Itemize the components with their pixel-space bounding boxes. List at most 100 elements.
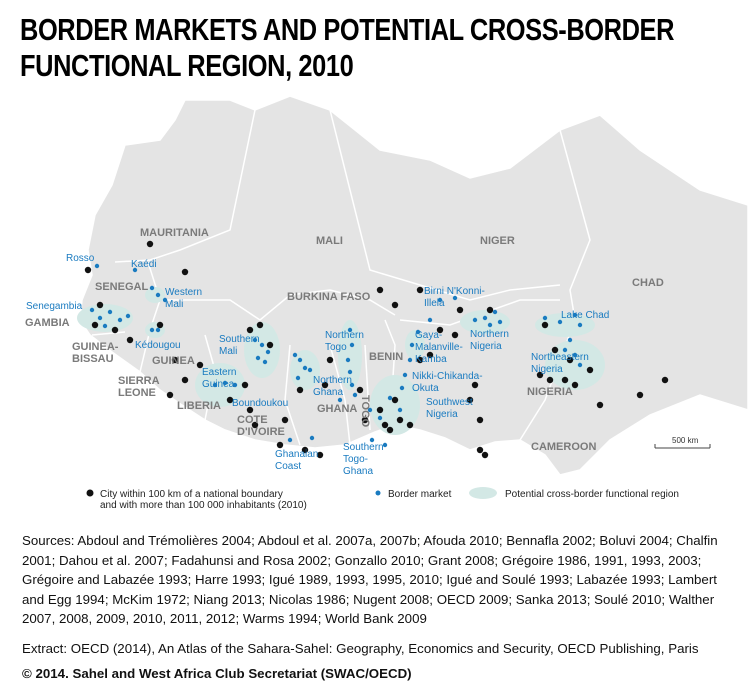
market-dot [222,380,228,386]
city-dot [456,306,464,314]
label-line: Southern [343,442,384,453]
market-dot [557,319,563,325]
market-dot [155,327,161,333]
city-dot [166,391,174,399]
city-dot [241,381,249,389]
country-label: NIGER [480,235,515,247]
region-label: Northeastern Nigeria [531,352,589,375]
label-line: Coast [275,461,301,472]
market-dot [382,442,388,448]
country-label: CHAD [632,277,664,289]
country-label: BENIN [369,351,403,363]
market-dot [302,365,308,371]
market-dot [337,397,343,403]
market-dot [402,372,408,378]
label-line: Northern [470,329,509,340]
sources: Sources: Abdoul and Trémolières 2004; Ab… [22,533,718,626]
label-line: Okuta [412,383,439,394]
extract: Extract: OECD (2014), An Atlas of the Sa… [22,641,699,656]
city-dot [376,406,384,414]
city-dot [356,386,364,394]
label-line: GAMBIA [25,317,70,329]
label-line: SENEGAL [95,281,148,293]
city-dot [276,441,284,449]
label-line: Gaya- [415,330,442,341]
market-dot [307,367,313,373]
market-dot [265,349,271,355]
city-dot [171,356,179,364]
region-label: Northern Nigeria [470,329,509,352]
market-dot [345,357,351,363]
label-line: Kédougou [135,340,181,351]
label-line: Ghana [343,466,373,477]
label-line: TOGO [359,395,371,428]
label-line: Kaédi [131,259,157,270]
market-dot [252,337,258,343]
city-dot [466,396,474,404]
country-label: MAURITANIA [140,227,209,239]
city-dot [596,401,604,409]
city-dot [266,341,274,349]
city-dot [251,421,259,429]
city-dot [281,416,289,424]
city-dot [296,386,304,394]
city-dot [406,421,414,429]
city-dot [586,366,594,374]
market-dot [212,382,218,388]
legend-market: Border market [388,489,452,500]
city-dot [361,416,369,424]
region-label: Nikki-Chikanda-Okuta [412,371,483,394]
legend: City within 100 km of a national boundar… [86,487,679,511]
region-label: Rosso [66,253,95,264]
region-label: Southwest Nigeria [426,397,473,420]
market-dot [567,337,573,343]
market-dot [387,395,393,401]
market-dot [399,385,405,391]
city-dot [181,376,189,384]
market-dot [407,357,413,363]
country-label: COTE D'IVOIRE [237,414,285,438]
label-line: Boundoukou [232,398,288,409]
city-dot [246,326,254,334]
city-dot [541,321,549,329]
label-line: Togo- [343,454,368,465]
market-dot [97,315,103,321]
label-line: Southern [219,334,260,345]
market-dot [292,352,298,358]
region-label: Southern Mali [219,334,260,357]
label-line: Eastern [202,367,236,378]
label-line: NIGER [480,235,515,247]
city-dot [301,446,309,454]
city-dot [391,301,399,309]
market-dot [497,319,503,325]
city-dot [566,356,574,364]
city-dot [416,286,424,294]
label-line: Senegambia [26,301,83,312]
country-label: CAMEROON [531,441,596,453]
city-dot [546,376,554,384]
city-dot [386,426,394,434]
market-dot [542,315,548,321]
market-dot [309,435,315,441]
city-dot [181,268,189,276]
market-dot [415,329,421,335]
region-label: Lake Chad [561,310,609,321]
market-dot [487,322,493,328]
city-dot [376,286,384,294]
market-dot [107,309,113,315]
label-line: LIBERIA [177,400,221,412]
market-dot [125,313,131,319]
label-line: CAMEROON [531,441,596,453]
label-line: Togo [325,342,347,353]
city-dot [561,376,569,384]
region-label: Southern Togo-Ghana [343,442,384,477]
market-dot [562,347,568,353]
label-line: D'IVOIRE [237,426,285,438]
market-dot [367,407,373,413]
city-dot [246,406,254,414]
market-dot [149,327,155,333]
market-dot [452,295,458,301]
market-dot [295,375,301,381]
label-line: CHAD [632,277,664,289]
